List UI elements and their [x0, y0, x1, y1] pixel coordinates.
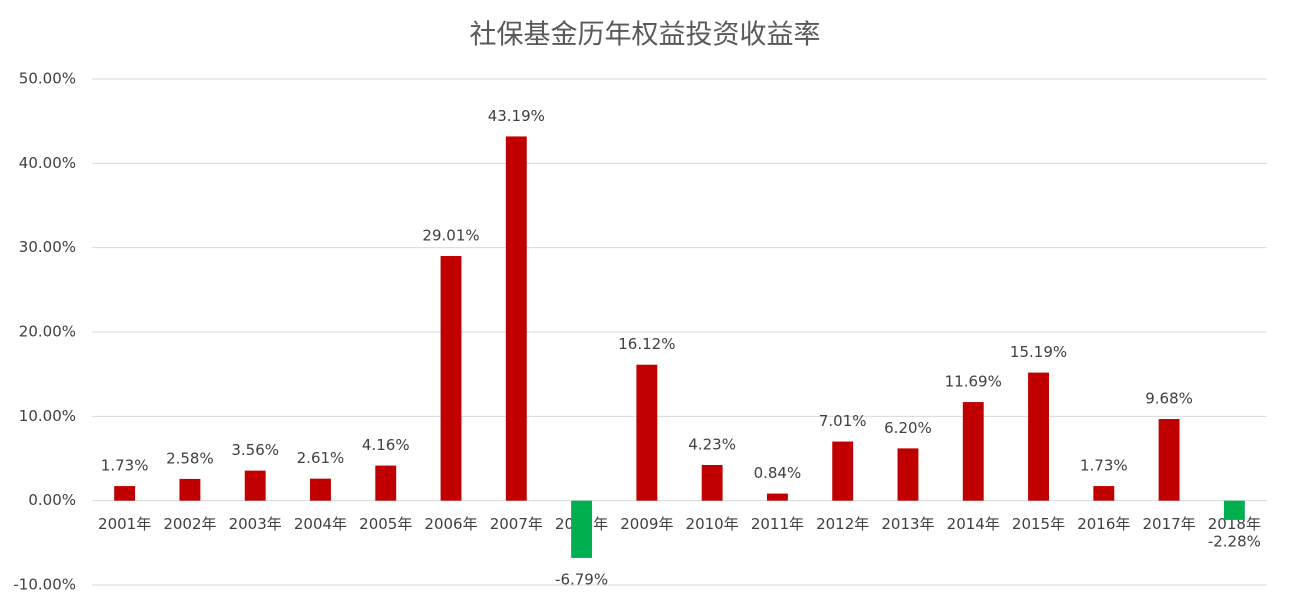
data-label: 4.16%	[362, 436, 410, 454]
data-label: 11.69%	[945, 373, 1002, 391]
y-tick-label: -10.00%	[13, 576, 76, 594]
bar	[1158, 419, 1180, 501]
x-tick-label: 2003年	[229, 515, 282, 533]
data-label: 29.01%	[422, 227, 479, 245]
data-label: 15.19%	[1010, 343, 1067, 361]
data-label: 9.68%	[1145, 390, 1193, 408]
x-tick-label: 2006年	[424, 515, 477, 533]
bar	[701, 464, 723, 501]
x-tick-label: 2010年	[686, 515, 739, 533]
x-tick-label: 2001年	[98, 515, 151, 533]
data-label: 1.73%	[101, 457, 149, 475]
data-label: 6.20%	[884, 419, 932, 437]
x-tick-label: 2011年	[751, 515, 804, 533]
bar	[571, 500, 593, 558]
data-label: 7.01%	[819, 412, 867, 430]
data-label: -2.28%	[1208, 532, 1261, 550]
bar	[832, 441, 854, 501]
y-tick-label: 20.00%	[19, 323, 76, 341]
y-tick-label: 40.00%	[19, 154, 76, 172]
x-tick-label: 2004年	[294, 515, 347, 533]
bar	[440, 256, 462, 501]
y-tick-label: 10.00%	[19, 407, 76, 425]
data-label: 3.56%	[231, 441, 279, 459]
data-label: 4.23%	[688, 435, 736, 453]
x-tick-label: 2005年	[359, 515, 412, 533]
x-tick-label: 2013年	[881, 515, 934, 533]
y-tick-label: 0.00%	[28, 491, 76, 509]
bar	[114, 486, 136, 501]
data-label: 1.73%	[1080, 457, 1128, 475]
bar	[897, 448, 919, 501]
data-label: 0.84%	[754, 464, 802, 482]
y-tick-label: 30.00%	[19, 238, 76, 256]
x-tick-label: 2012年	[816, 515, 869, 533]
x-tick-label: 2014年	[947, 515, 1000, 533]
x-tick-label: 2007年	[490, 515, 543, 533]
bar	[1093, 486, 1115, 501]
x-tick-label: 2002年	[163, 515, 216, 533]
data-label: 2.61%	[297, 449, 345, 467]
bar	[505, 136, 527, 501]
chart-title: 社保基金历年权益投资收益率	[470, 20, 821, 51]
bar	[1028, 372, 1049, 501]
bar	[179, 478, 201, 501]
bar	[962, 402, 984, 501]
x-tick-label: 2016年	[1077, 515, 1130, 533]
data-label: 43.19%	[488, 107, 545, 125]
bar	[375, 465, 397, 501]
bar	[766, 493, 788, 501]
data-label: 16.12%	[618, 335, 675, 353]
bar	[1223, 500, 1245, 520]
data-label: 2.58%	[166, 449, 214, 467]
x-tick-label: 2018年	[1208, 515, 1261, 533]
y-tick-label: 50.00%	[19, 70, 76, 88]
bar	[636, 364, 658, 501]
x-tick-label: 2009年	[620, 515, 673, 533]
x-tick-label: 2015年	[1012, 515, 1065, 533]
data-label: -6.79%	[555, 570, 608, 588]
bar	[310, 478, 331, 501]
bar	[244, 470, 266, 501]
x-tick-label: 2017年	[1142, 515, 1195, 533]
